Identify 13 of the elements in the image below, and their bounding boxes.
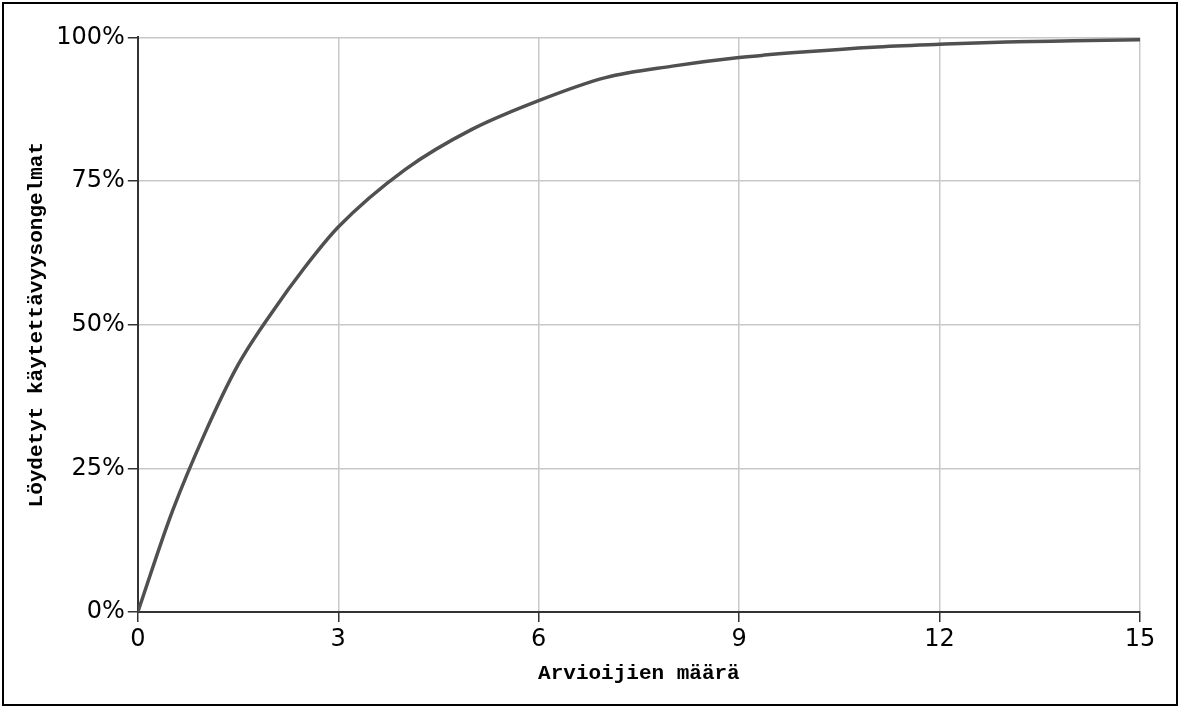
- x-tick-label: 3: [330, 623, 346, 652]
- x-tick-label: 0: [130, 623, 146, 652]
- y-tick-label: 75%: [71, 165, 125, 194]
- y-axis-title: Löydetyt käytettävyysongelmat: [24, 141, 48, 508]
- y-tick-label: 100%: [56, 21, 125, 50]
- x-tick-label: 12: [924, 623, 955, 652]
- x-tick-label: 15: [1124, 623, 1156, 652]
- y-tick-label: 25%: [71, 452, 125, 481]
- x-axis-title: Arvioijien määrä: [538, 661, 741, 685]
- y-tick-label: 50%: [71, 308, 125, 337]
- x-tick-label: 9: [731, 623, 747, 652]
- x-tick-label: 6: [531, 623, 547, 652]
- y-tick-label: 0%: [86, 596, 125, 625]
